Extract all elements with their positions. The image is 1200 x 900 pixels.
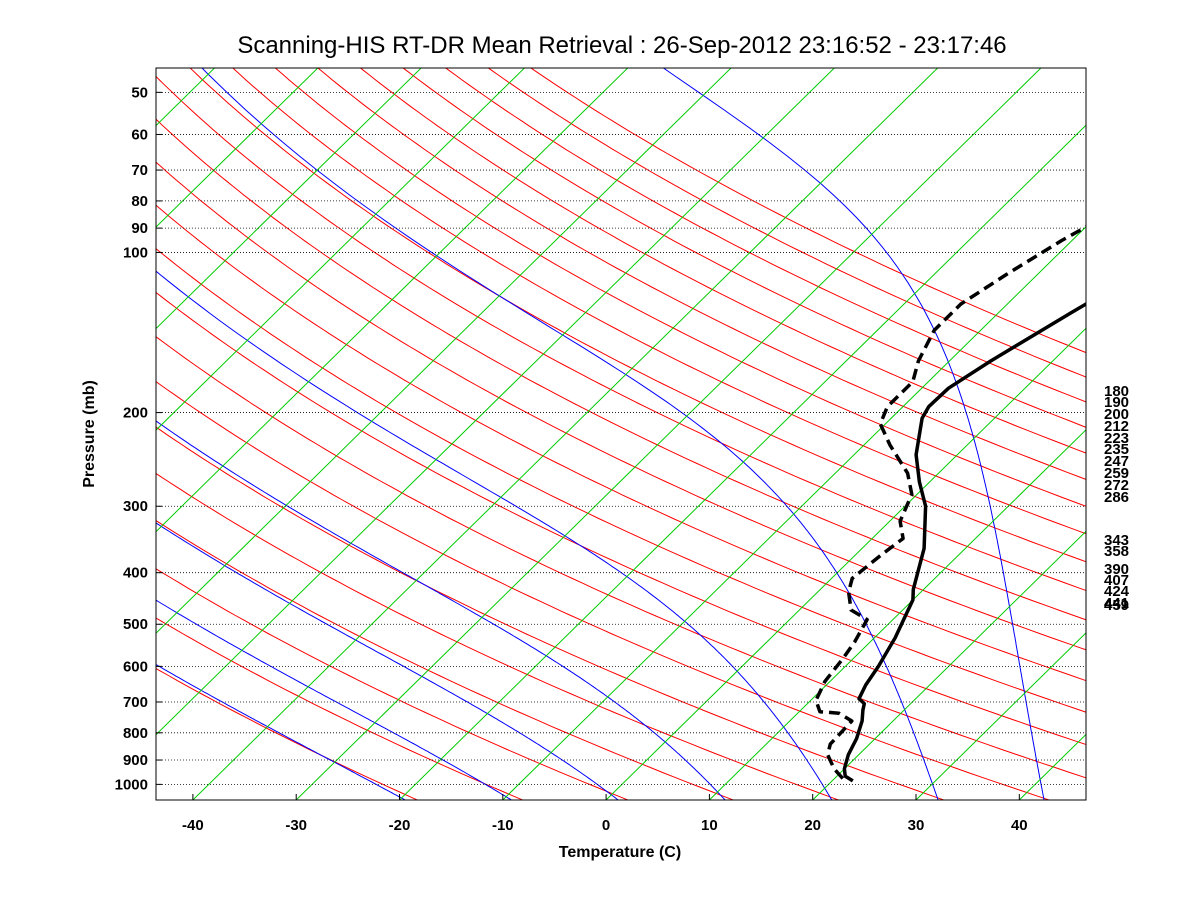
background-lines bbox=[0, 52, 1154, 804]
isotherm-4 bbox=[156, 68, 526, 431]
dry-adiabat-17 bbox=[317, 68, 1086, 480]
right-label-9: 286 bbox=[1104, 489, 1129, 506]
right-label-13: 407 bbox=[1104, 572, 1129, 589]
isotherm-3 bbox=[156, 68, 422, 330]
dry-adiabat-8 bbox=[156, 291, 1086, 746]
y-tick-label-7: 300 bbox=[123, 498, 148, 515]
right-label-7: 259 bbox=[1104, 465, 1129, 482]
dry-adiabat-5 bbox=[156, 426, 946, 800]
y-tick-label-0: 50 bbox=[131, 84, 148, 101]
moist-adiabat-2 bbox=[156, 522, 619, 800]
dry-adiabat-13 bbox=[156, 75, 1086, 592]
y-tick-label-6: 200 bbox=[123, 405, 148, 422]
right-label-16: 459 bbox=[1104, 597, 1129, 614]
moist-adiabat-1 bbox=[156, 599, 513, 800]
profiles bbox=[814, 224, 1086, 783]
dry-adiabat-1 bbox=[156, 617, 524, 800]
moist-adiabat-4 bbox=[156, 270, 833, 800]
plot-area bbox=[0, 52, 1154, 804]
x-axis-label: Temperature (C) bbox=[559, 844, 681, 861]
y-tick-label-2: 70 bbox=[131, 162, 148, 179]
right-label-6: 247 bbox=[1104, 453, 1129, 470]
right-side-labels: 1801902002122232352472592722863433583904… bbox=[1104, 383, 1130, 614]
right-label-2: 200 bbox=[1104, 406, 1129, 423]
y-tick-label-4: 90 bbox=[131, 220, 148, 237]
y-tick-label-14: 1000 bbox=[115, 776, 148, 793]
moist-adiabat-5 bbox=[201, 68, 939, 800]
moist-adiabat-7 bbox=[1137, 52, 1154, 804]
dry-adiabat-4 bbox=[156, 472, 841, 800]
temperature-profile bbox=[842, 301, 1086, 783]
isotherm-7 bbox=[156, 68, 836, 736]
dry-adiabat-0 bbox=[156, 667, 419, 800]
right-label-14: 424 bbox=[1104, 583, 1130, 600]
isotherm-15 bbox=[915, 632, 1086, 800]
dry-adiabat-9 bbox=[156, 248, 1086, 713]
x-tick-label-0: -40 bbox=[182, 817, 204, 834]
x-tick-label-4: 0 bbox=[602, 817, 610, 834]
x-tick-label-1: -30 bbox=[285, 817, 307, 834]
y-tick-label-11: 700 bbox=[123, 694, 148, 711]
y-tick-label-10: 600 bbox=[123, 658, 148, 675]
moist-adiabat-6 bbox=[662, 68, 1045, 800]
isotherm-13 bbox=[708, 429, 1086, 800]
dry-adiabat-12 bbox=[156, 118, 1086, 621]
dry-adiabat-19 bbox=[402, 68, 1086, 428]
isotherm-12 bbox=[605, 327, 1086, 800]
isotherm-5 bbox=[156, 68, 629, 533]
y-tick-label-8: 400 bbox=[123, 565, 148, 582]
moist-adiabat-3 bbox=[156, 420, 726, 800]
right-label-8: 272 bbox=[1104, 477, 1129, 494]
y-tick-label-3: 80 bbox=[131, 193, 148, 210]
dry-adiabat-14 bbox=[189, 68, 1086, 563]
y-axis-label: Pressure (mb) bbox=[81, 380, 98, 488]
x-tick-label-6: 20 bbox=[804, 817, 821, 834]
x-tick-label-5: 10 bbox=[701, 817, 718, 834]
right-label-3: 212 bbox=[1104, 418, 1129, 435]
dry-adiabat-21 bbox=[487, 68, 1086, 378]
isotherm-14 bbox=[811, 530, 1086, 800]
moist-adiabat-0 bbox=[156, 663, 407, 800]
dry-adiabat-16 bbox=[274, 68, 1086, 507]
x-tick-label-3: -10 bbox=[492, 817, 514, 834]
dry-adiabat-10 bbox=[156, 204, 1086, 682]
isotherm-0 bbox=[0, 52, 127, 804]
dry-adiabat-18 bbox=[359, 68, 1086, 454]
right-label-0: 180 bbox=[1104, 383, 1129, 400]
right-label-15: 441 bbox=[1104, 595, 1129, 612]
isotherm-9 bbox=[295, 68, 1042, 800]
right-label-4: 223 bbox=[1104, 430, 1129, 447]
y-tick-label-5: 100 bbox=[123, 244, 148, 261]
y-tick-label-13: 900 bbox=[123, 752, 148, 769]
chart-title: Scanning-HIS RT-DR Mean Retrieval : 26-S… bbox=[237, 32, 1006, 59]
x-tick-label-2: -20 bbox=[389, 817, 411, 834]
x-axis-ticks: -40 -30 -20 -10 0 10 20 30 40 bbox=[182, 794, 1028, 834]
y-axis-ticks: 50 60 70 80 90 100 200 300 400 500 600 700 800 900 100… bbox=[115, 84, 162, 793]
right-label-5: 235 bbox=[1104, 441, 1129, 458]
right-label-1: 190 bbox=[1104, 394, 1129, 411]
dry-adiabat-15 bbox=[232, 68, 1086, 535]
isotherm-10 bbox=[398, 124, 1086, 800]
isotherm-2 bbox=[156, 68, 319, 228]
y-tick-label-1: 60 bbox=[131, 126, 148, 143]
right-label-12: 390 bbox=[1104, 561, 1129, 578]
dewpoint-profile bbox=[814, 224, 1086, 780]
x-tick-label-8: 40 bbox=[1011, 817, 1028, 834]
plot-frame bbox=[155, 67, 1087, 801]
x-tick-label-7: 30 bbox=[908, 817, 925, 834]
right-label-10: 343 bbox=[1104, 532, 1129, 549]
dry-adiabat-2 bbox=[156, 568, 630, 800]
dry-adiabat-3 bbox=[156, 520, 735, 800]
isotherm-8 bbox=[192, 68, 939, 800]
right-label-11: 358 bbox=[1104, 543, 1129, 560]
isotherm-6 bbox=[156, 68, 732, 634]
dry-adiabat-20 bbox=[444, 68, 1086, 403]
dry-adiabat-6 bbox=[156, 381, 1051, 800]
y-tick-label-9: 500 bbox=[123, 616, 148, 633]
y-tick-label-12: 800 bbox=[123, 725, 148, 742]
dry-adiabat-7 bbox=[156, 336, 1086, 779]
plot-background bbox=[156, 68, 1086, 800]
pressure-grid bbox=[156, 91, 1086, 785]
